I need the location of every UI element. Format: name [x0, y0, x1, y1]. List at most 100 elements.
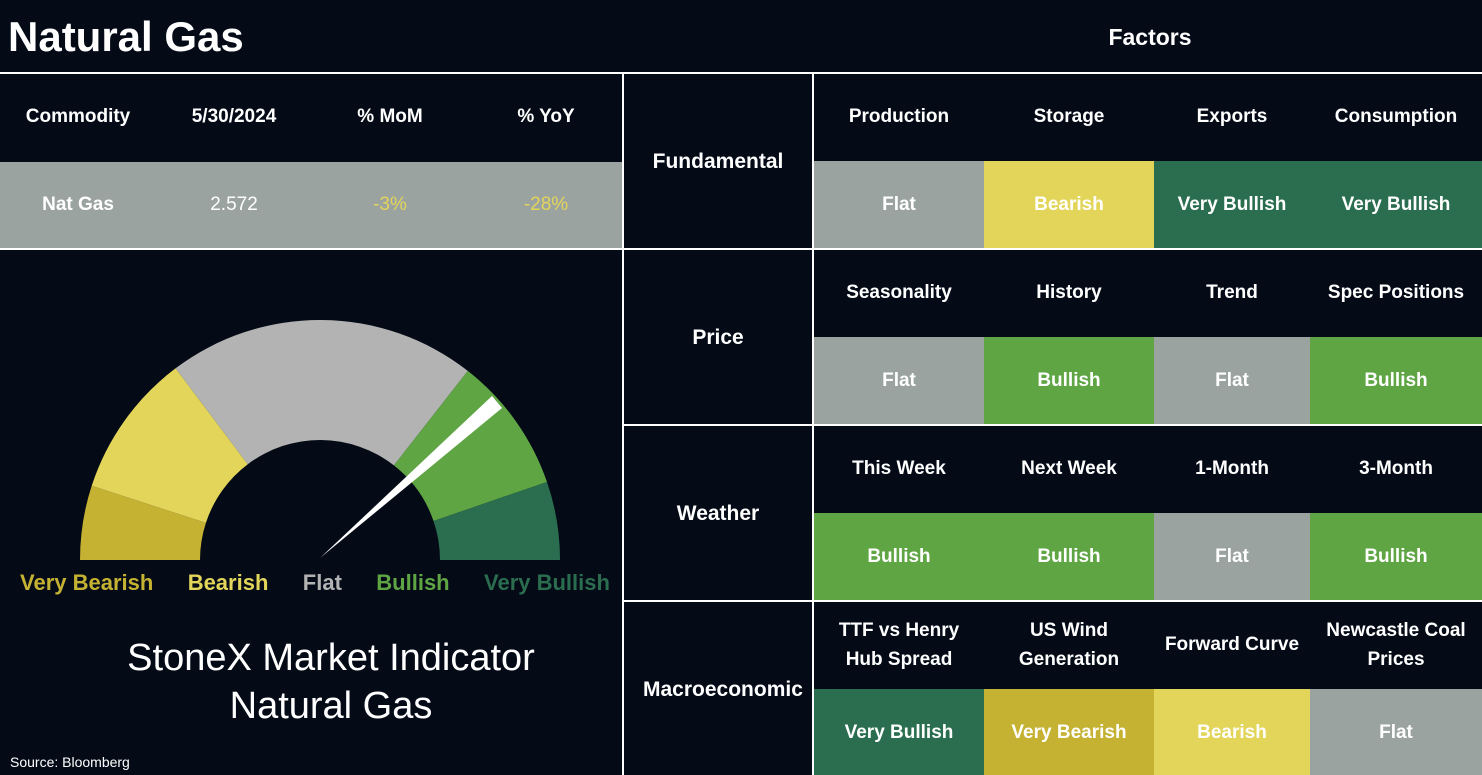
factor-name-text: 1-Month [1195, 458, 1269, 480]
factor-rating: Bullish [984, 513, 1154, 601]
factor-name-text: Next Week [1021, 458, 1117, 480]
factor-rating: Very Bullish [1154, 161, 1310, 249]
table-header: 5/30/2024 [156, 74, 312, 160]
factor-rating: Flat [814, 161, 984, 249]
factor-name: Consumption [1310, 74, 1482, 161]
gauge-segment [175, 319, 468, 466]
commodity-row-bg [0, 162, 622, 248]
divider [624, 600, 1482, 602]
factor-rating-text: Flat [1215, 369, 1249, 391]
factor-rating-text: Flat [882, 369, 916, 391]
factor-group: Weather [624, 426, 812, 601]
table-header: Commodity [0, 74, 156, 160]
factor-rating-text: Very Bullish [1341, 193, 1451, 215]
factor-group-text: Weather [676, 501, 760, 525]
table-cell-text: Nat Gas [42, 193, 114, 215]
table-cell-text: -3% [373, 193, 407, 215]
factor-name: History [984, 250, 1154, 337]
factor-group-text: Fundamental [652, 149, 784, 173]
factor-rating-text: Flat [1379, 721, 1413, 743]
indicator-line2: Natural Gas [229, 684, 433, 727]
factor-name: 3-Month [1310, 426, 1482, 513]
factor-group: Macroeconomic [624, 602, 812, 775]
factor-rating: Very Bullish [814, 689, 984, 775]
gauge [79, 319, 560, 560]
factor-rating: Bullish [984, 337, 1154, 425]
factor-rating-text: Bearish [1197, 721, 1267, 743]
divider [812, 72, 814, 775]
factor-name: Exports [1154, 74, 1310, 161]
factor-name-text: 3-Month [1359, 458, 1433, 480]
table-header-text: % MoM [357, 105, 423, 127]
factor-name: Production [814, 74, 984, 161]
factor-rating: Very Bearish [984, 689, 1154, 775]
factor-name: TTF vs Henry Hub Spread [814, 602, 984, 689]
table-cell: -28% [468, 162, 624, 248]
gauge-label: Bullish [376, 570, 450, 595]
factor-name: Trend [1154, 250, 1310, 337]
table-header: % YoY [468, 74, 624, 160]
factor-rating: Flat [1310, 689, 1482, 775]
table-cell-text: -28% [523, 193, 569, 215]
factor-rating: Bullish [814, 513, 984, 601]
divider [0, 248, 622, 250]
factor-name-text: Trend [1206, 282, 1258, 304]
factor-rating-text: Flat [882, 193, 916, 215]
table-cell: 2.572 [156, 162, 312, 248]
factor-name-text: Forward Curve [1164, 634, 1300, 656]
factor-name: Seasonality [814, 250, 984, 337]
factor-rating-text: Bullish [1364, 369, 1428, 391]
factor-name-text: This Week [852, 458, 946, 480]
factor-rating-text: Very Bullish [844, 721, 954, 743]
factor-group: Fundamental [624, 74, 812, 249]
table-header-text: % YoY [517, 105, 575, 127]
indicator-line1: StoneX Market Indicator [127, 636, 535, 679]
gauge-label: Very Bullish [484, 570, 610, 595]
factor-name-text: Storage [1033, 106, 1105, 128]
gauge-label: Bearish [187, 570, 269, 595]
factor-name-text: Consumption [1334, 106, 1458, 128]
factor-rating: Bearish [984, 161, 1154, 249]
factor-name-text: US Wind Generation [1018, 620, 1120, 670]
factor-name-text: TTF vs Henry Hub Spread [838, 620, 960, 670]
gauge-labels: Very Bearish Bearish Flat Bullish Very Bulli… [20, 570, 610, 596]
divider [0, 72, 1482, 74]
table-cell: Nat Gas [0, 162, 156, 248]
factor-name-text: History [1036, 282, 1102, 304]
factor-name: This Week [814, 426, 984, 513]
factor-name: Storage [984, 74, 1154, 161]
table-header-text: Commodity [25, 105, 131, 127]
table-cell: -3% [312, 162, 468, 248]
factor-rating: Bullish [1310, 513, 1482, 601]
factor-rating: Bullish [1310, 337, 1482, 425]
factor-name: Spec Positions [1310, 250, 1482, 337]
factor-rating: Flat [814, 337, 984, 425]
source: Source: Bloomberg [10, 754, 130, 770]
factor-name: Newcastle Coal Prices [1310, 602, 1482, 689]
gauge-needle [320, 396, 502, 558]
factors-title: Factors [1108, 23, 1192, 50]
factor-name: Forward Curve [1154, 602, 1310, 689]
divider [624, 424, 1482, 426]
factor-group: Price [624, 250, 812, 425]
factor-group-text: Price [692, 325, 744, 349]
factor-rating-text: Bullish [1037, 369, 1101, 391]
factor-name-text: Exports [1196, 106, 1268, 128]
factor-rating-text: Bullish [867, 545, 931, 567]
gauge-label: Flat [302, 570, 342, 595]
factor-rating-text: Bearish [1034, 193, 1104, 215]
factor-group-text: Macroeconomic [643, 677, 803, 701]
factor-rating-text: Bullish [1364, 545, 1428, 567]
factor-rating: Flat [1154, 337, 1310, 425]
gauge-segment [79, 485, 206, 560]
page-title: Natural Gas [8, 13, 244, 60]
factor-rating-text: Very Bullish [1177, 193, 1287, 215]
factor-rating-text: Bullish [1037, 545, 1101, 567]
gauge-segment [393, 370, 547, 521]
table-header: % MoM [312, 74, 468, 160]
table-cell-text: 2.572 [210, 193, 258, 215]
divider [624, 248, 1482, 250]
factor-name: 1-Month [1154, 426, 1310, 513]
factor-rating-text: Very Bearish [1011, 721, 1127, 743]
